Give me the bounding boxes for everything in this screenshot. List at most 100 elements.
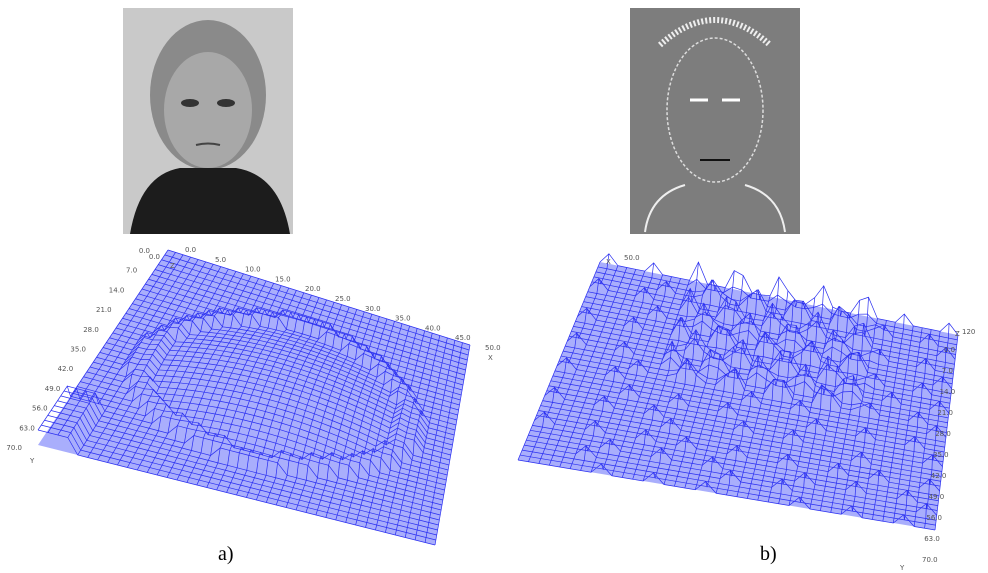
y-tick-label: 0.0: [944, 346, 955, 354]
x-tick-label: 50.0: [624, 254, 640, 262]
edge-photo: [630, 8, 800, 234]
mesh-line: [434, 344, 471, 546]
mesh-line: [524, 444, 937, 516]
mesh-line: [375, 330, 426, 531]
mesh-line: [840, 318, 878, 515]
mesh-line: [102, 346, 453, 446]
mesh-line: [275, 306, 350, 506]
mesh-line: [305, 314, 373, 513]
y-tick-label: 7.0: [126, 267, 137, 275]
z-tick-label: 0.0: [149, 253, 160, 261]
mesh-line: [47, 415, 438, 531]
mesh-line: [882, 325, 914, 522]
mesh-line: [76, 386, 446, 486]
axis-label: Y: [899, 564, 905, 572]
y-tick-label: 56.0: [32, 405, 48, 413]
y-tick-label: 42.0: [58, 365, 74, 373]
z-tick-label: 120: [962, 328, 975, 336]
y-tick-label: 14.0: [109, 286, 125, 294]
mesh-line: [550, 380, 945, 453]
x-tick-label: 15.0: [275, 275, 291, 283]
mesh-line: [809, 313, 851, 510]
mesh-line: [534, 411, 940, 492]
mesh-line: [788, 307, 834, 506]
mesh-line: [70, 395, 444, 496]
y-tick-label: 42.0: [931, 472, 947, 480]
mesh-line: [540, 405, 942, 477]
mesh-line: [519, 454, 936, 526]
mesh-line: [73, 391, 445, 491]
x-tick-label: 5.0: [215, 256, 226, 264]
mesh-line: [532, 425, 940, 497]
mesh-line: [44, 419, 437, 536]
mesh-line: [767, 297, 816, 503]
mesh-line: [757, 300, 807, 501]
y-tick-label: 21.0: [96, 306, 112, 314]
mesh-line: [285, 309, 358, 508]
mesh-line: [819, 300, 860, 511]
mesh-line: [530, 429, 939, 502]
mesh-line: [548, 385, 944, 458]
mesh-line: [522, 449, 937, 521]
mesh-line: [736, 290, 789, 497]
y-tick-label: 21.0: [937, 409, 953, 417]
y-tick-label: 49.0: [929, 493, 945, 501]
mesh-line: [747, 299, 798, 499]
axis-label: Z: [955, 330, 960, 338]
y-tick-label: 35.0: [933, 451, 949, 459]
mesh-line: [57, 400, 441, 516]
mesh-line: [414, 340, 456, 541]
y-tick-label: 14.0: [940, 388, 956, 396]
x-tick-label: 10.0: [245, 266, 261, 274]
mesh-line: [556, 357, 947, 438]
mesh-line: [552, 375, 945, 448]
mesh-line: [37, 429, 436, 546]
mesh-line: [99, 351, 452, 451]
mesh-line: [345, 323, 403, 523]
surface: [38, 250, 470, 545]
mesh-line: [41, 424, 436, 541]
mesh-line: [830, 297, 869, 513]
mesh-line: [872, 314, 905, 520]
mesh-line: [67, 385, 443, 501]
y-tick-label: 35.0: [70, 346, 86, 354]
mesh-line: [517, 459, 936, 531]
caption: a): [218, 543, 234, 565]
mesh-line: [54, 405, 440, 521]
mesh-line: [542, 400, 942, 472]
mesh-line: [558, 360, 947, 433]
mesh-line: [265, 304, 342, 503]
mesh-line: [60, 395, 442, 511]
mesh-line: [50, 410, 439, 526]
mesh-line: [355, 325, 410, 526]
mesh-line: [546, 390, 944, 463]
mesh-line: [83, 376, 448, 476]
mesh-line: [86, 371, 449, 471]
axis-label: X: [488, 354, 493, 362]
y-tick-label: 63.0: [924, 535, 940, 543]
mesh-line: [536, 415, 941, 487]
x-tick-label: 35.0: [395, 315, 411, 323]
mesh-line: [861, 322, 896, 518]
y-tick-label: 70.0: [922, 556, 938, 564]
mesh-line: [544, 386, 943, 467]
caption: b): [760, 543, 777, 565]
face-photo: [123, 8, 293, 234]
axis-label: X: [606, 258, 611, 266]
y-tick-label: 0.0: [139, 247, 150, 255]
mesh-line: [325, 318, 388, 518]
y-tick-label: 7.0: [942, 367, 953, 375]
mesh-line: [554, 370, 946, 443]
mesh-line: [394, 335, 441, 536]
y-tick-label: 28.0: [935, 430, 951, 438]
x-tick-label: 0.0: [185, 246, 196, 254]
mesh-line: [538, 410, 941, 482]
axis-label: Y: [29, 457, 35, 465]
x-tick-label: 40.0: [425, 324, 441, 332]
x-tick-label: 50.0: [485, 344, 501, 352]
mesh-line: [315, 316, 380, 516]
x-tick-label: 45.0: [455, 334, 471, 342]
mesh-line: [365, 328, 418, 528]
y-tick-label: 28.0: [83, 326, 99, 334]
